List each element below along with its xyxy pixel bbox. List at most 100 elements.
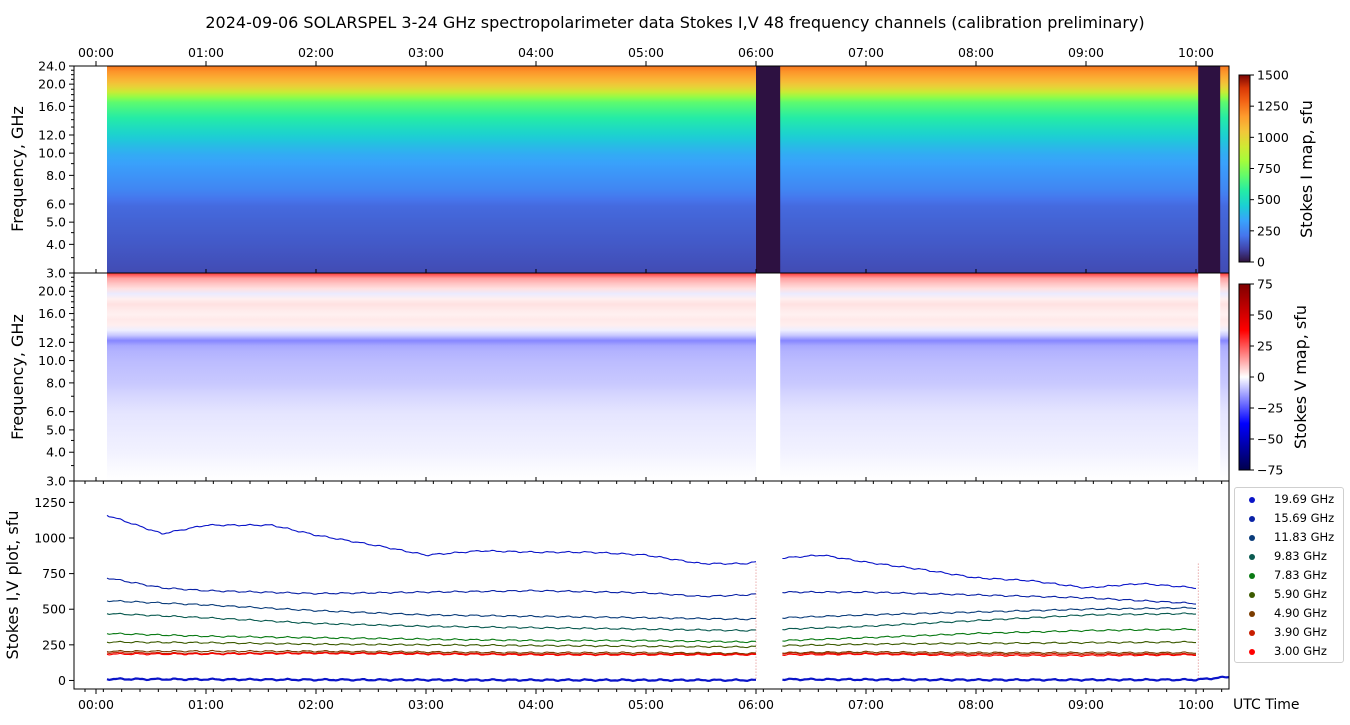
plot-area (74, 481, 1229, 689)
x-tick-label: 08:00 (958, 697, 994, 712)
x-tick-label: 09:00 (1068, 697, 1104, 712)
y-tick-label: 500 (42, 602, 66, 617)
y-tick-label: 0 (58, 673, 66, 688)
y-tick-label: 5.0 (46, 422, 66, 437)
colorbar-tick-label: 50 (1257, 308, 1273, 323)
spectrogram-data (107, 273, 1229, 481)
stokes-v-colorbar-label: Stokes V map, sfu (1291, 305, 1310, 449)
stokes-v-map-panel: 3.0 4.0 5.0 6.0 8.0 10.0 12.0 16.0 20.0 (38, 272, 1230, 489)
y-tick-label: 8.0 (46, 168, 66, 183)
legend-swatch (1249, 554, 1255, 560)
x-tick-label: 05:00 (628, 697, 664, 712)
legend-item: 7.83 GHz (1243, 566, 1343, 584)
y-tick-label: 10.0 (38, 353, 66, 368)
top-x-tick-label: 03:00 (408, 45, 444, 60)
x-tick-label: 00:00 (78, 697, 114, 712)
legend-item: 11.83 GHz (1243, 528, 1343, 546)
legend-item: 15.69 GHz (1243, 509, 1343, 527)
y-tick-label: 1000 (34, 530, 66, 545)
legend-swatch (1249, 535, 1255, 541)
y-tick-label: 4.0 (46, 445, 66, 460)
y-tick-label: 3.0 (46, 266, 66, 281)
spectrogram-data (107, 66, 1229, 273)
y-tick-label: 1250 (34, 495, 66, 510)
legend-swatch (1249, 630, 1255, 636)
top-x-tick-label: 04:00 (518, 45, 554, 60)
series-line (106, 640, 1196, 649)
colorbar-bar (1238, 283, 1251, 471)
x-tick-label: 07:00 (848, 697, 884, 712)
y-tick-label: 10.0 (38, 146, 66, 161)
stokes-iv-plot-panel: 0 250 500 750 1000 1250 00:00 01:00 02:00 03:00 04… (34, 480, 1230, 712)
top-x-tick-label: 08:00 (958, 45, 994, 60)
stokes-v-baseline-line (106, 675, 1230, 683)
y-tick-label: 20.0 (38, 284, 66, 299)
legend: 19.69 GHz 15.69 GHz 11.83 GHz 9.83 GHz 7… (1234, 487, 1344, 663)
x-axis-label: UTC Time (1233, 697, 1299, 713)
y-tick-label: 5.0 (46, 215, 66, 230)
stokes-iv-ylabel: Stokes I,V plot, sfu (3, 511, 22, 660)
series-line (106, 649, 1196, 655)
y-tick-label: 6.0 (46, 197, 66, 212)
y-tick-label: 24.0 (38, 59, 66, 74)
legend-swatch (1249, 516, 1255, 522)
y-tick-label: 12.0 (38, 335, 66, 350)
series-line (106, 612, 1197, 632)
data-gap (1198, 66, 1221, 273)
y-tick-label: 250 (42, 637, 66, 652)
y-tick-label: 3.0 (46, 474, 66, 489)
top-x-tick-label: 05:00 (628, 45, 664, 60)
series-line (106, 577, 1197, 605)
y-tick-label: 16.0 (38, 306, 66, 321)
legend-item: 5.90 GHz (1243, 585, 1343, 603)
colorbar-tick-label: 0 (1257, 370, 1265, 385)
colorbar-tick-label: −50 (1257, 432, 1283, 447)
top-x-tick-label: 00:00 (78, 45, 114, 60)
colorbar-tick-label: 0 (1257, 255, 1265, 270)
colorbar-bar (1238, 74, 1251, 263)
legend-item: 3.00 GHz (1243, 642, 1343, 660)
x-tick-label: 06:00 (738, 697, 774, 712)
y-tick-label: 12.0 (38, 128, 66, 143)
panel-frame (73, 480, 1230, 690)
legend-label: 11.83 GHz (1274, 530, 1335, 544)
series-line (106, 628, 1196, 644)
legend-label: 3.00 GHz (1274, 644, 1327, 658)
y-tick-label: 750 (42, 566, 66, 581)
top-x-tick-label: 06:00 (738, 45, 774, 60)
x-tick-label: 01:00 (188, 697, 224, 712)
top-x-tick-label: 09:00 (1068, 45, 1104, 60)
stokes-v-colorbar: −75 −50 −25 0 25 50 75 (1238, 277, 1283, 478)
colorbar-tick-label: 75 (1257, 277, 1273, 292)
legend-item: 19.69 GHz (1243, 490, 1343, 508)
data-gap (1198, 273, 1221, 481)
legend-item: 3.90 GHz (1243, 623, 1343, 641)
x-tick-label: 03:00 (408, 697, 444, 712)
legend-item: 9.83 GHz (1243, 547, 1343, 565)
stokes-i-ylabel: Frequency, GHz (8, 106, 27, 232)
stokes-i-colorbar: 0 250 500 750 1000 1250 1500 (1238, 68, 1289, 270)
legend-label: 9.83 GHz (1274, 549, 1327, 563)
legend-swatch (1249, 649, 1255, 655)
top-x-tick-label: 02:00 (298, 45, 334, 60)
legend-label: 4.90 GHz (1274, 606, 1327, 620)
y-tick-label: 8.0 (46, 375, 66, 390)
y-tick-label: 20.0 (38, 77, 66, 92)
colorbar-tick-label: 500 (1257, 192, 1281, 207)
data-gap (756, 273, 781, 481)
legend-item: 4.90 GHz (1243, 604, 1343, 622)
top-x-tick-label: 01:00 (188, 45, 224, 60)
colorbar-tick-label: 1500 (1257, 68, 1289, 83)
x-tick-label: 04:00 (518, 697, 554, 712)
legend-label: 5.90 GHz (1274, 587, 1327, 601)
legend-swatch (1249, 592, 1255, 598)
stokes-i-colorbar-label: Stokes I map, sfu (1297, 100, 1316, 238)
data-gap (756, 66, 781, 273)
x-tick-label: 10:00 (1178, 697, 1214, 712)
series-line (106, 651, 1196, 656)
y-tick-label: 6.0 (46, 404, 66, 419)
y-tick-label: 4.0 (46, 237, 66, 252)
series-line (106, 652, 1197, 657)
colorbar-tick-label: 25 (1257, 339, 1273, 354)
